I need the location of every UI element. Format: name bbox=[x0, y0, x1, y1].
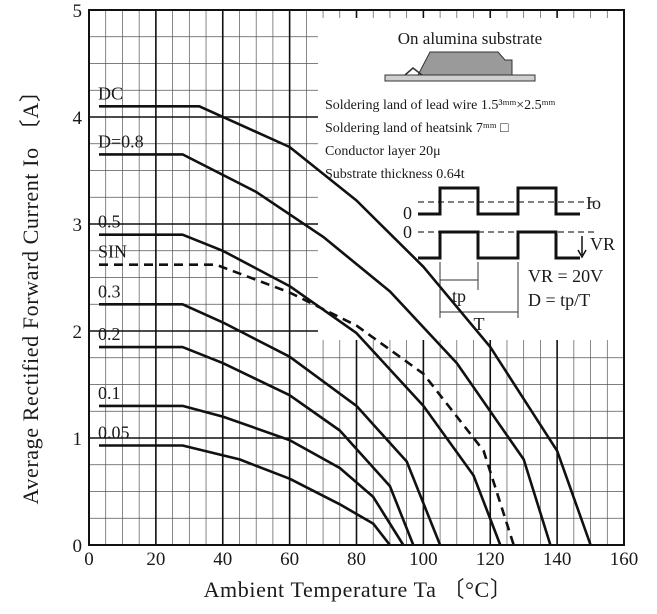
y-tick-labels: 0 1 2 3 4 5 bbox=[73, 1, 83, 557]
curve-0-2 bbox=[99, 345, 415, 546]
curve-labels: DC D=0.8 0.5 SIN 0.3 0.2 0.1 0.05 bbox=[98, 83, 144, 442]
io-waveform: 0 Io bbox=[403, 186, 601, 223]
tp-label: tp bbox=[452, 286, 466, 306]
io-pulse-train bbox=[418, 186, 580, 216]
inset-note-2: Soldering land of heatsink 7ᵐᵐ □ bbox=[325, 121, 509, 136]
curve-label: 0.3 bbox=[98, 281, 121, 301]
vr-pulse-train bbox=[418, 230, 580, 260]
curve-0-3 bbox=[99, 303, 442, 546]
t-label: T bbox=[474, 314, 485, 334]
y-tick-label: 5 bbox=[73, 1, 83, 22]
curve-d-0-8 bbox=[99, 153, 552, 546]
y-axis-title: Average Rectified Forward Current Io 〔A〕 bbox=[18, 80, 43, 505]
inset-note-3: Conductor layer 20μ bbox=[325, 144, 441, 159]
y-tick-label: 4 bbox=[73, 108, 83, 129]
vr-waveform: 0 VR bbox=[403, 222, 615, 260]
inset-note-4: Substrate thickness 0.64t bbox=[325, 167, 465, 182]
vr-zero-label: 0 bbox=[403, 222, 412, 242]
curve-label: DC bbox=[98, 83, 123, 103]
x-tick-label: 60 bbox=[280, 549, 299, 570]
y-tick-label: 2 bbox=[73, 322, 83, 343]
curve-label: D=0.8 bbox=[98, 131, 144, 151]
substrate-layer bbox=[384, 74, 536, 82]
vr-arrow-head bbox=[577, 249, 587, 259]
x-tick-label: 0 bbox=[84, 549, 94, 570]
inset-panel: On alumina substrate Soldering land of l… bbox=[318, 18, 630, 340]
io-zero-label: 0 bbox=[403, 203, 412, 223]
x-tick-label: 120 bbox=[476, 549, 505, 570]
x-tick-labels: 0 20 40 60 80 100 120 140 160 bbox=[84, 549, 638, 570]
y-tick-label: 1 bbox=[73, 429, 83, 450]
io-label: Io bbox=[586, 193, 601, 213]
diode-package bbox=[417, 51, 513, 76]
x-tick-label: 80 bbox=[347, 549, 366, 570]
y-tick-label: 3 bbox=[73, 215, 83, 236]
curves bbox=[99, 105, 592, 546]
curve-sin bbox=[99, 263, 515, 546]
x-tick-label: 140 bbox=[543, 549, 572, 570]
curve-label: 0.1 bbox=[98, 383, 121, 403]
y-tick-label: 0 bbox=[73, 536, 83, 557]
inset-title: On alumina substrate bbox=[398, 29, 542, 48]
x-tick-label: 40 bbox=[213, 549, 232, 570]
curve-0-1 bbox=[99, 404, 405, 546]
vr-value: VR = 20V bbox=[528, 266, 603, 286]
lead-wire bbox=[404, 67, 423, 76]
x-tick-label: 160 bbox=[610, 549, 639, 570]
curve-label: 0.5 bbox=[98, 212, 121, 232]
x-tick-label: 100 bbox=[409, 549, 438, 570]
curve-label: 0.2 bbox=[98, 324, 121, 344]
duty-formula: D = tp/T bbox=[528, 290, 590, 310]
curve-label: SIN bbox=[98, 242, 127, 262]
plot-frame bbox=[88, 9, 625, 546]
x-axis-title: Ambient Temperature Ta 〔°C〕 bbox=[204, 577, 513, 602]
vr-label: VR bbox=[590, 234, 615, 254]
substrate-diagram bbox=[384, 51, 536, 82]
timing-dimensions: tp T VR = 20V D = tp/T bbox=[439, 262, 603, 334]
curve-label: 0.05 bbox=[98, 422, 130, 442]
curve-dc bbox=[99, 105, 592, 546]
curve-0-05 bbox=[99, 444, 391, 546]
x-tick-label: 20 bbox=[146, 549, 165, 570]
inset-note-1: Soldering land of lead wire 1.5³ᵐᵐ×2.5ᵐᵐ bbox=[325, 98, 556, 113]
